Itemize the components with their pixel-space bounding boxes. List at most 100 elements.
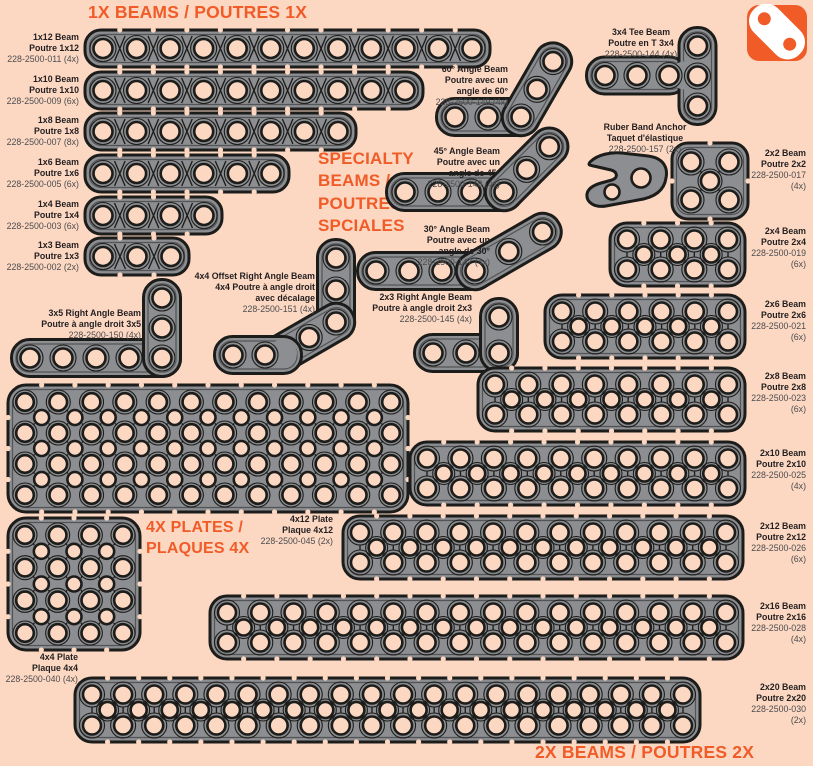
- part-label-beam-2x10: 2x10 Beam Poutre 2x10 228-2500-025 (4x): [751, 448, 806, 492]
- part-name-line: 2x20 Beam: [760, 682, 806, 692]
- part-graphic-beam-1x8: [83, 110, 358, 153]
- part-label-beam-1x3: 1x3 Beam Poutre 1x3 228-2500-002 (2x): [7, 240, 79, 273]
- part-graphic-plate-4x4: [5, 515, 143, 653]
- part-label-beam-2x2: 2x2 Beam Poutre 2x2 228-2500-017 (4x): [751, 148, 806, 192]
- part-name-line: 3x5 Right Angle Beam: [48, 308, 141, 318]
- part-name-line: Poutre 2x6: [761, 310, 806, 321]
- part-name-line: 30° Angle Beam: [423, 224, 490, 234]
- part-name-line: 1x4 Beam: [37, 199, 79, 209]
- part-number-line: (4x): [790, 181, 806, 192]
- part-label-right-angle-3x5: 3x5 Right Angle Beam Poutre à angle droit…: [41, 308, 141, 341]
- part-name-line: 2x12 Beam: [760, 521, 806, 531]
- part-number-line: (2x): [790, 715, 806, 726]
- specialty-title-line: POUTRES: [318, 193, 402, 213]
- part-name-line: angle de 30°: [438, 246, 490, 257]
- part-graphic-tee-3x4: [585, 26, 718, 126]
- specialty-title-line: BEAMS /: [318, 171, 391, 191]
- part-name-line: 4x4 Offset Right Angle Beam: [194, 271, 315, 281]
- part-name-line: Poutre 1x6: [34, 168, 79, 179]
- part-name-line: Poutre 2x4: [761, 237, 806, 248]
- part-number-line: 228-2500-005 (6x): [6, 179, 79, 190]
- part-number-line: 228-2500-003 (6x): [6, 221, 79, 232]
- part-number-line: 228-2500-017: [751, 170, 806, 181]
- part-number-line: 228-2500-023: [751, 393, 806, 404]
- part-name-line: Poutre 2x20: [756, 693, 806, 704]
- part-label-offset-4x4: 4x4 Offset Right Angle Beam 4x4 Poutre à …: [195, 271, 315, 315]
- part-name-line: 4x12 Plate: [289, 514, 333, 524]
- part-name-line: 2x2 Beam: [764, 148, 806, 158]
- part-name-line: 2x10 Beam: [760, 448, 806, 458]
- part-name-line: Poutre avec un: [426, 235, 490, 246]
- part-number-line: 228-2500-009 (6x): [6, 96, 79, 107]
- part-name-line: 1x10 Beam: [33, 74, 79, 84]
- part-number-line: 228-2500-151 (4x): [242, 304, 315, 315]
- part-name-line: Poutre 2x8: [761, 382, 806, 393]
- part-graphic-beam-1x4: [83, 194, 224, 237]
- part-graphic-beam-2x8: [476, 365, 747, 434]
- part-graphic-offset-4x4: [213, 238, 357, 375]
- part-name-line: Poutre 2x16: [756, 612, 806, 623]
- part-number-line: 228-2500-021: [751, 321, 806, 332]
- part-name-line: 4x4 Poutre à angle droit: [215, 282, 315, 293]
- part-graphic-rubber-band-anchor: [585, 151, 668, 208]
- part-graphic-angle-60: [435, 41, 574, 138]
- part-number-line: 228-2500-026: [751, 543, 806, 554]
- specialty-title-line: SPCIALES: [318, 216, 405, 236]
- part-name-line: Plaque 4x12: [282, 525, 333, 536]
- part-graphic-angle-45: [385, 126, 570, 213]
- part-label-angle-45: 45° Angle Beam Poutre avec un angle de 45°…: [428, 146, 500, 190]
- part-graphic-beam-2x16: [208, 593, 745, 662]
- part-name-line: Poutre 1x3: [34, 251, 79, 262]
- part-name-line: 4x4 Plate: [39, 652, 78, 662]
- part-graphic-beam-2x20: [73, 675, 702, 745]
- plates-title-line: 4X PLATES /: [146, 519, 244, 536]
- part-label-angle-30: 30° Angle Beam Poutre avec un angle de 30°…: [418, 224, 490, 268]
- section-title-2x-beams: 2X BEAMS / POUTRES 2X: [535, 742, 755, 762]
- plates-title-line: PLAQUES 4X: [146, 539, 250, 557]
- part-number-line: 228-2500-150 (4x): [68, 330, 141, 341]
- part-number-line: 228-2500-157 (2x): [608, 144, 682, 155]
- part-name-line: Poutre 2x2: [761, 159, 806, 170]
- part-name-line: Poutre 1x12: [29, 43, 79, 54]
- part-number-line: (6x): [790, 259, 806, 270]
- part-name-line: Taquet d'élastique: [606, 133, 684, 144]
- part-graphic-beam-2x6: [543, 292, 747, 361]
- part-name-line: 45° Angle Beam: [433, 146, 500, 156]
- part-name-line: Ruber Band Anchor: [603, 122, 687, 132]
- part-number-line: 228-2500-144 (4x): [604, 49, 678, 60]
- part-number-line: 228-2500-045 (2x): [260, 536, 333, 547]
- part-label-beam-2x6: 2x6 Beam Poutre 2x6 228-2500-021 (6x): [751, 299, 806, 343]
- part-graphic-beam-2x10: [408, 439, 747, 508]
- part-name-line: Poutre en T 3x4: [608, 38, 674, 49]
- part-name-line: angle de 60°: [456, 86, 508, 97]
- part-label-right-angle-2x3: 2x3 Right Angle Beam Poutre à angle droit…: [372, 292, 472, 325]
- part-graphic-beam-1x12: [83, 27, 492, 70]
- part-number-line: 228-2500-148 (4x): [427, 179, 500, 190]
- part-number-line: 228-2500-011 (4x): [7, 54, 79, 65]
- part-number-line: 228-2500-002 (2x): [6, 262, 79, 273]
- section-title-4x-plates: 4X PLATES / PLAQUES 4X: [146, 518, 249, 560]
- part-number-line: 228-2500-040 (4x): [5, 674, 78, 685]
- kit-logo-icon: [747, 4, 807, 61]
- part-name-line: 1x8 Beam: [37, 115, 79, 125]
- part-name-line: Poutre à angle droit 2x3: [372, 303, 472, 314]
- part-number-line: (4x): [790, 481, 806, 492]
- part-number-line: 228-2500-007 (8x): [6, 137, 79, 148]
- part-number-line: 228-2500-030: [751, 704, 806, 715]
- part-label-beam-2x20: 2x20 Beam Poutre 2x20 228-2500-030 (2x): [751, 682, 806, 726]
- part-graphic-angle-30: [356, 211, 563, 292]
- part-graphic-plate-4x12: [5, 382, 411, 515]
- part-number-line: (4x): [790, 634, 806, 645]
- part-label-beam-1x12: 1x12 Beam Poutre 1x12 228-2500-011 (4x): [7, 32, 79, 65]
- part-number-line: 228-2500-145 (4x): [399, 314, 472, 325]
- part-number-line: 228-2500-025: [751, 470, 806, 481]
- part-number-line: 228-2500-147 (4x): [417, 257, 490, 268]
- part-number-line: (6x): [790, 554, 806, 565]
- specialty-title-line: SPECIALTY: [318, 149, 414, 168]
- part-name-line: 2x16 Beam: [760, 601, 806, 611]
- part-label-plate-4x4: 4x4 Plate Plaque 4x4 228-2500-040 (4x): [6, 652, 78, 685]
- part-name-line: Poutre 1x4: [34, 210, 79, 221]
- part-label-beam-1x10: 1x10 Beam Poutre 1x10 228-2500-009 (6x): [7, 74, 79, 107]
